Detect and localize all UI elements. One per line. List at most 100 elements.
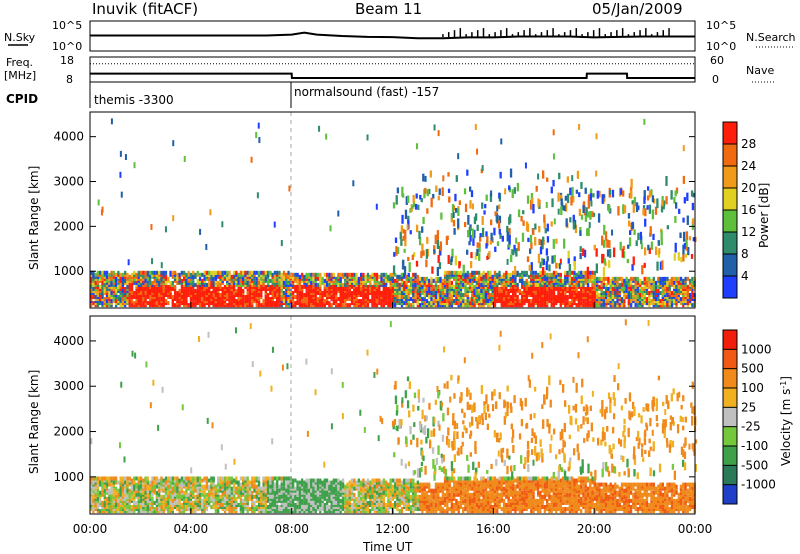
data-cell (505, 286, 508, 291)
data-cell (192, 502, 195, 507)
data-cell (92, 280, 95, 285)
data-cell (180, 290, 184, 295)
data-cell (280, 286, 283, 291)
data-cell (160, 488, 163, 493)
data-cell (151, 270, 154, 275)
data-cell (303, 280, 306, 285)
data-cell (151, 288, 154, 293)
data-cell (198, 507, 202, 512)
data-cell (187, 476, 190, 481)
data-cell (144, 293, 147, 298)
data-cell (269, 303, 272, 308)
data-cell (139, 270, 143, 275)
data-cell (187, 282, 190, 287)
data-cell (264, 278, 267, 283)
data-cell (489, 299, 492, 304)
data-cell (314, 303, 317, 308)
data-cell (555, 278, 558, 283)
data-cell (101, 303, 104, 308)
data-cell (673, 295, 676, 300)
data-cell (101, 272, 104, 277)
data-cell (146, 480, 150, 485)
data-cell (228, 274, 231, 279)
data-cell (532, 290, 535, 295)
data-cell (151, 484, 154, 489)
data-cell (332, 284, 336, 289)
data-cell (566, 297, 569, 302)
data-cell (287, 282, 290, 287)
data-cell (663, 276, 667, 281)
data-cell (228, 284, 231, 289)
data-cell (90, 299, 93, 304)
data-cell (133, 295, 136, 300)
data-cell (682, 295, 685, 300)
data-cell (257, 288, 261, 293)
data-cell (101, 488, 104, 493)
data-cell (614, 280, 617, 285)
data-cell (232, 480, 236, 485)
data-cell (121, 284, 125, 289)
data-cell (253, 486, 256, 491)
data-cell (431, 266, 434, 274)
data-cell (521, 290, 524, 295)
data-cell (394, 237, 398, 243)
data-cell (573, 293, 576, 298)
data-cell (566, 270, 569, 275)
data-cell (146, 293, 150, 298)
data-cell (682, 293, 685, 298)
data-cell (409, 282, 413, 287)
data-cell (176, 303, 179, 308)
data-cell (353, 295, 356, 300)
data-cell (414, 204, 418, 210)
data-cell (527, 280, 531, 285)
data-cell (607, 293, 610, 298)
data-cell (248, 303, 252, 308)
data-cell (437, 255, 440, 264)
data-cell (146, 476, 150, 481)
data-cell (450, 258, 453, 266)
data-cell (546, 177, 549, 182)
data-cell (530, 299, 533, 304)
data-cell (176, 278, 179, 283)
data-cell (323, 299, 326, 304)
data-cell (659, 290, 662, 295)
data-cell (114, 486, 118, 491)
data-cell (450, 301, 454, 306)
data-cell (602, 295, 606, 300)
data-cell (273, 295, 277, 300)
data-cell (139, 274, 143, 279)
data-cell (133, 272, 136, 277)
data-cell (605, 282, 608, 287)
data-cell (682, 286, 685, 291)
data-cell (511, 189, 514, 199)
data-cell (328, 286, 331, 291)
data-cell (164, 288, 168, 293)
data-cell (237, 299, 240, 304)
data-cell (128, 274, 131, 279)
data-cell (121, 280, 125, 285)
data-cell (276, 295, 279, 300)
data-cell (253, 476, 256, 481)
data-cell (407, 272, 410, 277)
data-cell (307, 284, 311, 289)
data-cell (474, 123, 477, 130)
data-cell (198, 293, 202, 298)
data-cell (185, 498, 188, 503)
data-cell (151, 272, 154, 277)
data-cell (570, 301, 574, 306)
data-cell (253, 484, 256, 489)
data-cell (217, 299, 220, 304)
data-cell (527, 282, 531, 287)
data-cell (137, 488, 140, 493)
data-cell (668, 288, 671, 293)
data-cell (90, 500, 93, 505)
data-cell (670, 190, 673, 200)
data-cell (561, 286, 565, 291)
data-cell (253, 286, 256, 291)
data-cell (94, 492, 97, 497)
data-cell (148, 480, 152, 485)
data-cell (592, 212, 596, 217)
data-cell (128, 500, 131, 505)
data-cell (253, 500, 256, 505)
data-cell (178, 274, 181, 279)
